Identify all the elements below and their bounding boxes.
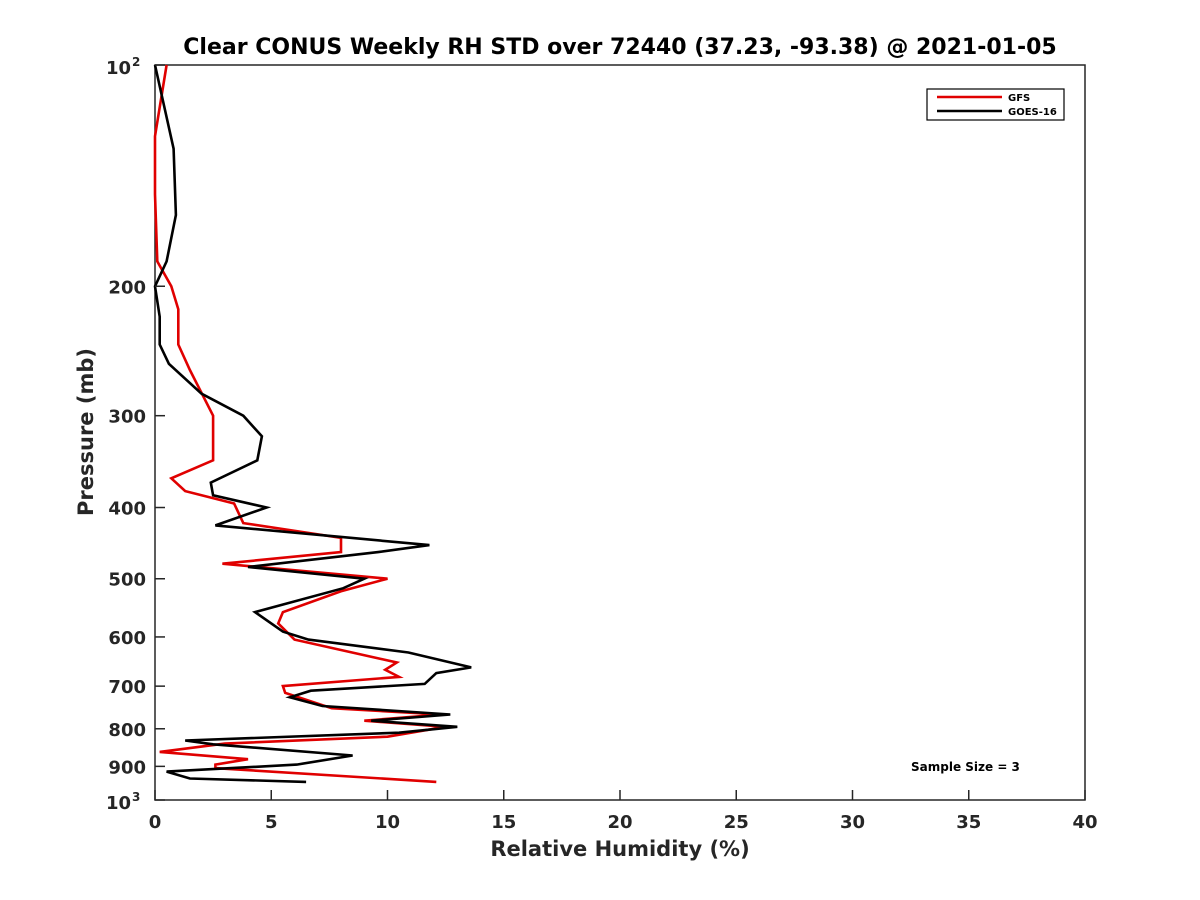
y-tick-label: 200	[108, 277, 146, 298]
legend-label-gfs: GFS	[1008, 93, 1030, 104]
y-axis-label: Pressure (mb)	[74, 348, 98, 516]
y-tick-label: 600	[108, 628, 146, 649]
x-tick-label: 30	[840, 812, 865, 833]
x-tick-label: 0	[149, 812, 162, 833]
y-tick-label: 700	[108, 677, 146, 698]
y-tick-exponent: 3	[132, 790, 140, 804]
x-tick-label: 20	[607, 812, 632, 833]
chart-title: Clear CONUS Weekly RH STD over 72440 (37…	[183, 35, 1056, 60]
legend: GFS GOES-16	[926, 88, 1065, 121]
x-axis-ticks: 0 5 10 15 20 25 30 35 40	[149, 790, 1098, 833]
x-axis-label: Relative Humidity (%)	[490, 837, 749, 861]
y-tick-label: 10	[106, 58, 131, 79]
y-tick-label: 900	[108, 757, 146, 778]
y-tick-exponent: 2	[132, 55, 140, 69]
y-tick-label: 800	[108, 720, 146, 741]
sample-size-annotation: Sample Size = 3	[911, 760, 1020, 774]
plot-area: 0 5 10 15 20 25 30 35 40 10 220030040050060070080…	[106, 55, 1098, 833]
y-tick-label: 500	[108, 570, 146, 591]
series-line-goes16	[153, 64, 472, 784]
x-tick-label: 15	[491, 812, 516, 833]
y-tick-label: 10	[106, 793, 131, 814]
x-tick-label: 5	[265, 812, 278, 833]
x-tick-label: 25	[724, 812, 749, 833]
x-tick-label: 35	[956, 812, 981, 833]
y-tick-label: 400	[108, 499, 146, 520]
series-line-gfs	[153, 64, 446, 784]
x-tick-label: 40	[1072, 812, 1097, 833]
x-tick-label: 10	[375, 812, 400, 833]
legend-box	[926, 88, 1065, 121]
y-tick-label: 300	[108, 407, 146, 428]
legend-label-goes16: GOES-16	[1008, 107, 1057, 118]
series-layer	[153, 64, 472, 784]
plot-frame	[154, 64, 1086, 801]
